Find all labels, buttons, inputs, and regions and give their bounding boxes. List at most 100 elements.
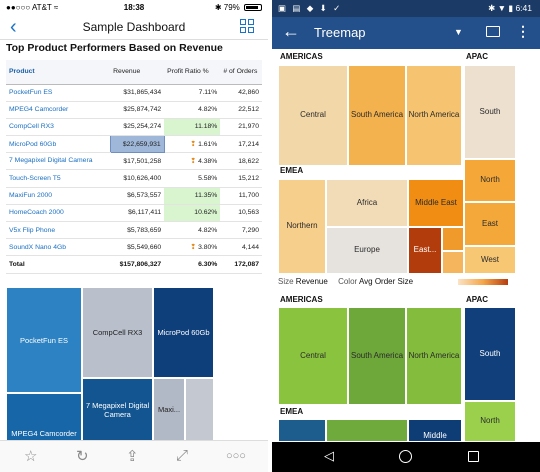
column-header-revenue[interactable]: Revenue	[110, 60, 165, 85]
treemap-cell[interactable]: Africa	[326, 179, 408, 227]
treemap-cell[interactable]: MicroPod 60Gb	[153, 287, 214, 378]
table-row[interactable]: CompCell RX3 $25,254,274 11.18% 21,970	[6, 118, 262, 137]
treemap-cell-unlabeled[interactable]	[442, 227, 464, 251]
android-treemap-screen: ▣ ▤ ◆ ⬇ ✓ ✱ ▼ ▮ 6:41 ← Treemap ▼ ⋮ AMERI…	[272, 0, 540, 472]
treemap-cell-unlabeled[interactable]	[185, 378, 214, 441]
treemap-cell[interactable]: East	[464, 202, 516, 246]
color-label: Color	[338, 277, 358, 286]
share-icon[interactable]: ⇪	[126, 448, 139, 465]
treemap-cell[interactable]: West	[464, 246, 516, 274]
group-label-emea: EMEA	[278, 166, 462, 179]
product-name[interactable]: MicroPod 60Gb	[6, 135, 111, 154]
column-header-profit[interactable]: Profit Ratio %	[164, 60, 221, 85]
treemap-cell[interactable]: North America	[406, 65, 462, 166]
clock: 6:41	[515, 3, 532, 13]
treemap-cell[interactable]: PocketFun ES	[6, 287, 82, 393]
product-name[interactable]: PocketFun ES	[6, 84, 111, 102]
carrier-label: ●●○○○ AT&T ≈	[6, 3, 59, 12]
grid-layout-icon[interactable]	[240, 19, 256, 35]
treemap-cell[interactable]: North	[464, 159, 516, 202]
profit-cell: 7.11%	[164, 84, 221, 102]
cast-icon[interactable]	[486, 26, 500, 37]
product-name[interactable]: SoundX Nano 4Gb	[6, 238, 111, 257]
orders-cell: 42,860	[220, 84, 262, 102]
warning-pin-icon: ❢	[190, 244, 197, 252]
table-row[interactable]: V5x Flip Phone $5,783,659 4.82% 7,290	[6, 221, 262, 240]
product-name[interactable]: CompCell RX3	[6, 118, 111, 137]
profit-cell-highlight: 11.18%	[164, 118, 221, 137]
bluetooth-icon: ✱	[214, 3, 222, 12]
refresh-icon[interactable]: ↻	[76, 448, 89, 465]
product-name[interactable]: MaxiFun 2000	[6, 187, 111, 205]
treemap-cell[interactable]: Northern	[278, 179, 326, 274]
table-header-row: Product Revenue Profit Ratio % # of Orde…	[6, 60, 262, 85]
notification-icons: ▣ ▤ ◆ ⬇ ✓	[278, 3, 343, 13]
product-name[interactable]: 7 Megapixel Digital Camera	[6, 152, 111, 171]
treemap-cell[interactable]: South	[464, 307, 516, 401]
table-row[interactable]: PocketFun ES $31,865,434 7.11% 42,860	[6, 84, 262, 102]
table-row[interactable]: HomeCoach 2000 $6,117,411 10.62% 10,563	[6, 204, 262, 223]
star-icon[interactable]: ☆	[24, 448, 38, 465]
product-name[interactable]: HomeCoach 2000	[6, 204, 111, 223]
back-arrow-icon[interactable]: ←	[282, 21, 300, 41]
treemap-cell-unlabeled[interactable]	[442, 251, 464, 274]
overflow-menu-icon[interactable]: ⋮	[516, 23, 530, 39]
back-chevron-icon[interactable]: ‹	[10, 16, 17, 38]
treemap-legend: Size Revenue Color Avg Order Size	[278, 277, 508, 286]
column-header-orders[interactable]: # of Orders	[220, 60, 262, 85]
android-status-bar: ▣ ▤ ◆ ⬇ ✓ ✱ ▼ ▮ 6:41	[272, 0, 540, 17]
product-name[interactable]: MPEG4 Camcorder	[6, 101, 111, 119]
treemap-cell-unlabeled[interactable]	[326, 419, 408, 442]
group-label-emea: EMEA	[278, 407, 462, 419]
treemap-cell[interactable]: Middle East	[408, 179, 464, 227]
ios-status-bar: ●●○○○ AT&T ≈ 18:38 ✱ 79%	[0, 0, 268, 16]
treemap-cell-unlabeled[interactable]	[278, 419, 326, 442]
profit-cell-highlight: 10.62%	[164, 204, 221, 223]
page-title: Sample Dashboard	[82, 20, 186, 34]
product-name[interactable]: Touch-Screen T5	[6, 169, 111, 188]
nav-recents-icon[interactable]	[468, 451, 479, 462]
product-treemap: PocketFun ES CompCell RX3 MicroPod 60Gb …	[6, 287, 214, 441]
table-row[interactable]: MicroPod 60Gb $22,659,931 ❢ 1.61% 17,214	[6, 135, 262, 154]
treemap-cell[interactable]: Maxi...	[153, 378, 185, 441]
battery-status: ✱ 79%	[215, 3, 262, 12]
treemap-cell[interactable]: Central	[278, 307, 348, 405]
more-icon[interactable]: ○○○	[226, 450, 246, 462]
orders-cell: 18,622	[220, 152, 262, 171]
treemap-cell[interactable]: Middle	[408, 419, 462, 442]
table-row[interactable]: SoundX Nano 4Gb $5,549,660 ❢ 3.80% 4,144	[6, 238, 262, 257]
treemap-cell[interactable]: South	[464, 65, 516, 159]
total-revenue: $157,806,327	[110, 255, 165, 274]
android-nav-bar: ◁	[272, 442, 540, 472]
table-row[interactable]: Touch-Screen T5 $10,626,400 5.58% 15,212	[6, 169, 262, 188]
treemap-cell[interactable]: East...	[408, 227, 442, 274]
profit-cell: 4.82%	[164, 101, 221, 119]
nav-home-icon[interactable]	[399, 450, 412, 463]
treemap-cell[interactable]: CompCell RX3	[82, 287, 153, 378]
table-row[interactable]: 7 Megapixel Digital Camera $17,501,258 ❢…	[6, 152, 262, 171]
revenue-cell: $5,549,660	[110, 238, 165, 257]
revenue-cell: $25,874,742	[110, 101, 165, 119]
color-value[interactable]: Avg Order Size	[358, 277, 414, 286]
table-row[interactable]: MaxiFun 2000 $6,573,557 11.35% 11,700	[6, 187, 262, 205]
orders-cell: 22,512	[220, 101, 262, 119]
treemap-cell[interactable]: North America	[406, 307, 462, 405]
treemap-cell[interactable]: South America	[348, 307, 406, 405]
table-row[interactable]: MPEG4 Camcorder $25,874,742 4.82% 22,512	[6, 101, 262, 119]
product-name[interactable]: V5x Flip Phone	[6, 221, 111, 240]
chevron-down-icon[interactable]: ▼	[454, 27, 463, 37]
profit-cell-highlight: 11.35%	[164, 187, 221, 205]
treemap-cell[interactable]: MPEG4 Camcorder	[6, 393, 82, 441]
treemap-cell[interactable]: 7 Megapixel Digital Camera	[82, 378, 153, 441]
size-value[interactable]: Revenue	[295, 277, 328, 286]
nav-back-icon[interactable]: ◁	[324, 448, 334, 463]
profit-cell: ❢ 4.38%	[164, 152, 221, 171]
treemap-cell[interactable]: South America	[348, 65, 406, 166]
treemap-cell[interactable]: Europe	[326, 227, 408, 274]
revenue-cell-selected[interactable]: $22,659,931	[109, 135, 165, 154]
treemap-cell[interactable]: North	[464, 401, 516, 442]
column-header-product[interactable]: Product	[6, 60, 111, 85]
revenue-cell: $10,626,400	[110, 169, 165, 188]
fullscreen-icon[interactable]: ⤢	[176, 447, 189, 464]
treemap-cell[interactable]: Central	[278, 65, 348, 166]
